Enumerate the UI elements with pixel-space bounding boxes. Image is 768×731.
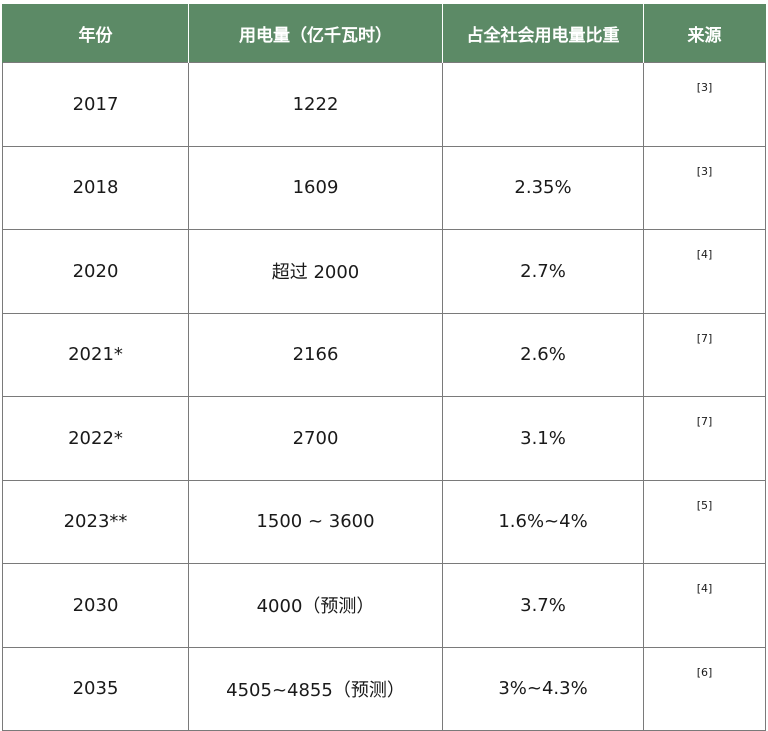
cell-year: 2035: [2, 646, 189, 731]
source-ref-link[interactable]: [7]: [696, 331, 713, 345]
cell-usage: 4505~4855（预测）: [188, 646, 443, 731]
source-ref-link[interactable]: [3]: [696, 81, 713, 94]
source-ref-link[interactable]: [3]: [696, 164, 713, 178]
cell-share: 3%~4.3%: [442, 646, 644, 731]
header-usage: 用电量（亿千瓦时）: [188, 4, 443, 63]
cell-year: 2022*: [2, 396, 189, 481]
cell-year: 2017: [2, 62, 189, 147]
table-row: 2030 4000（预测） 3.7% [4]: [2, 563, 766, 648]
electricity-usage-table: 年份 用电量（亿千瓦时） 占全社会用电量比重 来源 2017 1222 [3] …: [2, 4, 766, 731]
cell-share: [442, 62, 644, 147]
table-row: 2023** 1500 ~ 3600 1.6%~4% [5]: [2, 479, 766, 564]
cell-source: [4]: [643, 229, 766, 314]
cell-share: 3.7%: [442, 563, 644, 648]
source-ref-link[interactable]: [5]: [696, 498, 713, 512]
cell-year: 2023**: [2, 479, 189, 564]
cell-share: 3.1%: [442, 396, 644, 481]
source-ref-link[interactable]: [7]: [696, 415, 713, 428]
cell-usage: 4000（预测）: [188, 563, 443, 648]
cell-usage: 2166: [188, 312, 443, 397]
table-row: 2017 1222 [3]: [2, 62, 766, 147]
table-row: 2021* 2166 2.6% [7]: [2, 312, 766, 397]
cell-source: [3]: [643, 62, 766, 147]
table-row: 2022* 2700 3.1% [7]: [2, 396, 766, 481]
cell-year: 2018: [2, 145, 189, 230]
data-table-container: 年份 用电量（亿千瓦时） 占全社会用电量比重 来源 2017 1222 [3] …: [2, 4, 766, 731]
cell-year: 2030: [2, 563, 189, 648]
cell-source: [7]: [643, 312, 766, 397]
header-source: 来源: [643, 4, 766, 63]
cell-usage: 2700: [188, 396, 443, 481]
cell-usage: 1222: [188, 62, 443, 147]
cell-year: 2021*: [2, 312, 189, 397]
cell-source: [3]: [643, 145, 766, 230]
cell-share: 2.6%: [442, 312, 644, 397]
cell-source: [7]: [643, 396, 766, 481]
cell-source: [4]: [643, 563, 766, 648]
header-row: 年份 用电量（亿千瓦时） 占全社会用电量比重 来源: [2, 4, 766, 63]
cell-source: [5]: [643, 479, 766, 564]
cell-usage: 1609: [188, 145, 443, 230]
cell-share: 2.7%: [442, 229, 644, 314]
cell-usage: 1500 ~ 3600: [188, 479, 443, 564]
header-share: 占全社会用电量比重: [442, 4, 644, 63]
source-ref-link[interactable]: [4]: [696, 248, 713, 261]
cell-source: [6]: [643, 646, 766, 731]
header-year: 年份: [2, 4, 189, 63]
table-row: 2018 1609 2.35% [3]: [2, 145, 766, 230]
cell-share: 1.6%~4%: [442, 479, 644, 564]
cell-year: 2020: [2, 229, 189, 314]
source-ref-link[interactable]: [6]: [696, 665, 713, 679]
source-ref-link[interactable]: [4]: [696, 582, 713, 595]
table-row: 2035 4505~4855（预测） 3%~4.3% [6]: [2, 646, 766, 731]
table-row: 2020 超过 2000 2.7% [4]: [2, 229, 766, 314]
cell-usage: 超过 2000: [188, 229, 443, 314]
cell-share: 2.35%: [442, 145, 644, 230]
